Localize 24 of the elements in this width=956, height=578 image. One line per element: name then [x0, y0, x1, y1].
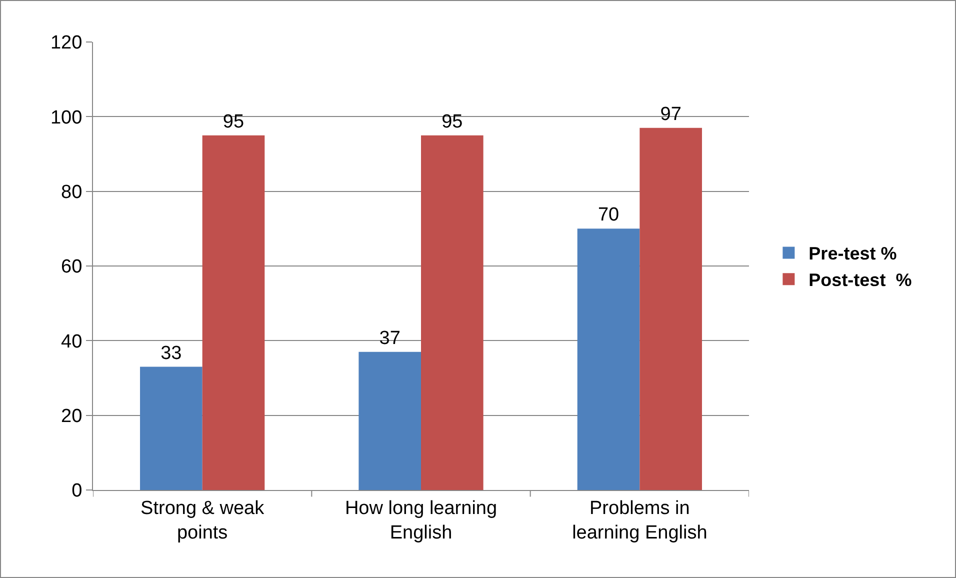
legend-label: Post-test % — [808, 270, 912, 290]
bar — [358, 352, 421, 490]
bar — [640, 128, 702, 490]
y-tick-label: 120 — [50, 32, 82, 54]
data-label: 95 — [442, 111, 463, 132]
data-label: 70 — [598, 204, 620, 226]
x-tick-label: Strong & weak points — [140, 498, 265, 544]
x-tick-label: How long learning English — [344, 498, 498, 544]
legend-label: Pre-test % — [808, 244, 897, 264]
data-label: 37 — [379, 328, 400, 349]
bar — [140, 366, 202, 490]
bar — [202, 135, 265, 490]
bar — [421, 135, 484, 490]
x-tick-label: Problems in learning English — [572, 498, 708, 544]
bar — [577, 228, 640, 490]
y-tick-label: 40 — [61, 331, 82, 352]
y-tick-label: 60 — [61, 256, 82, 278]
data-label: 97 — [660, 104, 682, 125]
data-label: 33 — [160, 342, 182, 364]
y-tick-label: 20 — [61, 406, 82, 427]
y-tick-label: 80 — [61, 182, 82, 203]
y-tick-label: 0 — [72, 480, 82, 502]
y-tick-label: 100 — [50, 107, 82, 128]
data-label: 95 — [222, 111, 244, 132]
